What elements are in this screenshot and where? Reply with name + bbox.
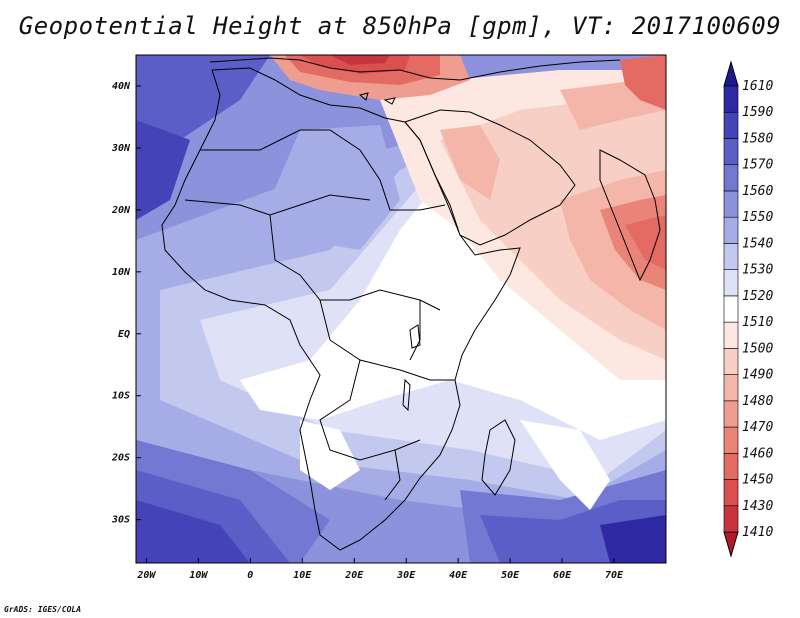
- colorbar-level-label: 1480: [742, 394, 773, 409]
- lon-tick-label: 70E: [605, 570, 624, 581]
- colorbar-box: [723, 348, 739, 375]
- lat-tick-label: 10N: [112, 267, 131, 278]
- coastlines-and-borders: [161, 57, 661, 551]
- colorbar-level-label: 1560: [742, 184, 773, 199]
- colorbar-level-label: 1450: [742, 473, 773, 488]
- lon-tick-label: 10E: [293, 570, 312, 581]
- lon-tick-label: 0: [247, 570, 253, 581]
- colorbar-top-arrow: [723, 60, 739, 87]
- lat-tick-label: 20S: [111, 453, 130, 464]
- colorbar-box: [723, 190, 739, 218]
- lat-tick-label: 10S: [112, 391, 130, 402]
- lon-tick-label: 40E: [449, 570, 468, 581]
- colorbar-box: [723, 426, 739, 454]
- colorbar-level-label: 1520: [742, 289, 773, 304]
- colorbar-bottom-arrow: [723, 531, 739, 558]
- colorbar-box: [723, 216, 739, 244]
- credit-label: GrADS: IGES/COLA: [4, 605, 82, 614]
- colorbar-box: [723, 138, 739, 166]
- colorbar-level-label: 1530: [742, 263, 773, 278]
- lon-tick-label: 10W: [189, 570, 208, 581]
- lon-tick-label: 20E: [344, 570, 364, 581]
- colorbar-box: [723, 111, 739, 139]
- colorbar-level-label: 1550: [742, 210, 773, 225]
- colorbar-box: [723, 452, 739, 480]
- lat-tick-label: 20N: [111, 205, 131, 216]
- colorbar-level-label: 1490: [742, 368, 773, 383]
- colorbar-level-label: 1500: [742, 341, 773, 356]
- colorbar-box: [723, 269, 739, 297]
- lon-tick-label: 30E: [396, 570, 416, 581]
- lat-tick-label: EQ: [118, 329, 130, 340]
- colorbar-level-label: 1590: [742, 105, 773, 120]
- page-title: Geopotential Height at 850hPa [gpm], VT:…: [18, 12, 782, 40]
- longitude-axis: 20W 10W 0 10E 20E 30E 40E 50E 60E 70E: [136, 558, 624, 581]
- colorbar-level-label: 1540: [742, 236, 773, 251]
- latitude-axis: 40N 30N 20N 10N EQ 10S 20S 30S: [111, 81, 141, 526]
- colorbar-level-label: 1610: [742, 79, 773, 94]
- colorbar-box: [723, 321, 739, 349]
- geopotential-field: [136, 55, 666, 563]
- colorbar-box: [723, 295, 739, 323]
- colorbar-box: [723, 479, 739, 507]
- colorbar-level-label: 1460: [742, 446, 773, 461]
- colorbar-box: [723, 243, 739, 270]
- lon-tick-label: 60E: [553, 570, 572, 581]
- lat-tick-label: 30S: [111, 515, 130, 526]
- colorbar-level-label: 1510: [742, 315, 773, 330]
- colorbar-box: [723, 400, 739, 428]
- lat-tick-label: 40N: [112, 81, 131, 92]
- colorbar-level-label: 1580: [742, 131, 773, 146]
- colorbar-legend: 1410 1430 1450 1460 1470 1480 1490 1500 1510 1520…: [723, 60, 773, 558]
- colorbar-level-label: 1430: [742, 499, 773, 514]
- colorbar-box: [723, 164, 739, 192]
- map-frame: [135, 54, 667, 564]
- lon-tick-label: 20W: [136, 570, 156, 581]
- colorbar-level-label: 1410: [742, 525, 773, 540]
- colorbar-level-label: 1570: [742, 158, 773, 173]
- lat-tick-label: 30N: [111, 143, 131, 154]
- lon-tick-label: 50E: [501, 570, 520, 581]
- colorbar-box: [723, 505, 739, 533]
- colorbar-box: [723, 85, 739, 113]
- colorbar-box: [723, 374, 739, 402]
- colorbar-level-label: 1470: [742, 420, 773, 435]
